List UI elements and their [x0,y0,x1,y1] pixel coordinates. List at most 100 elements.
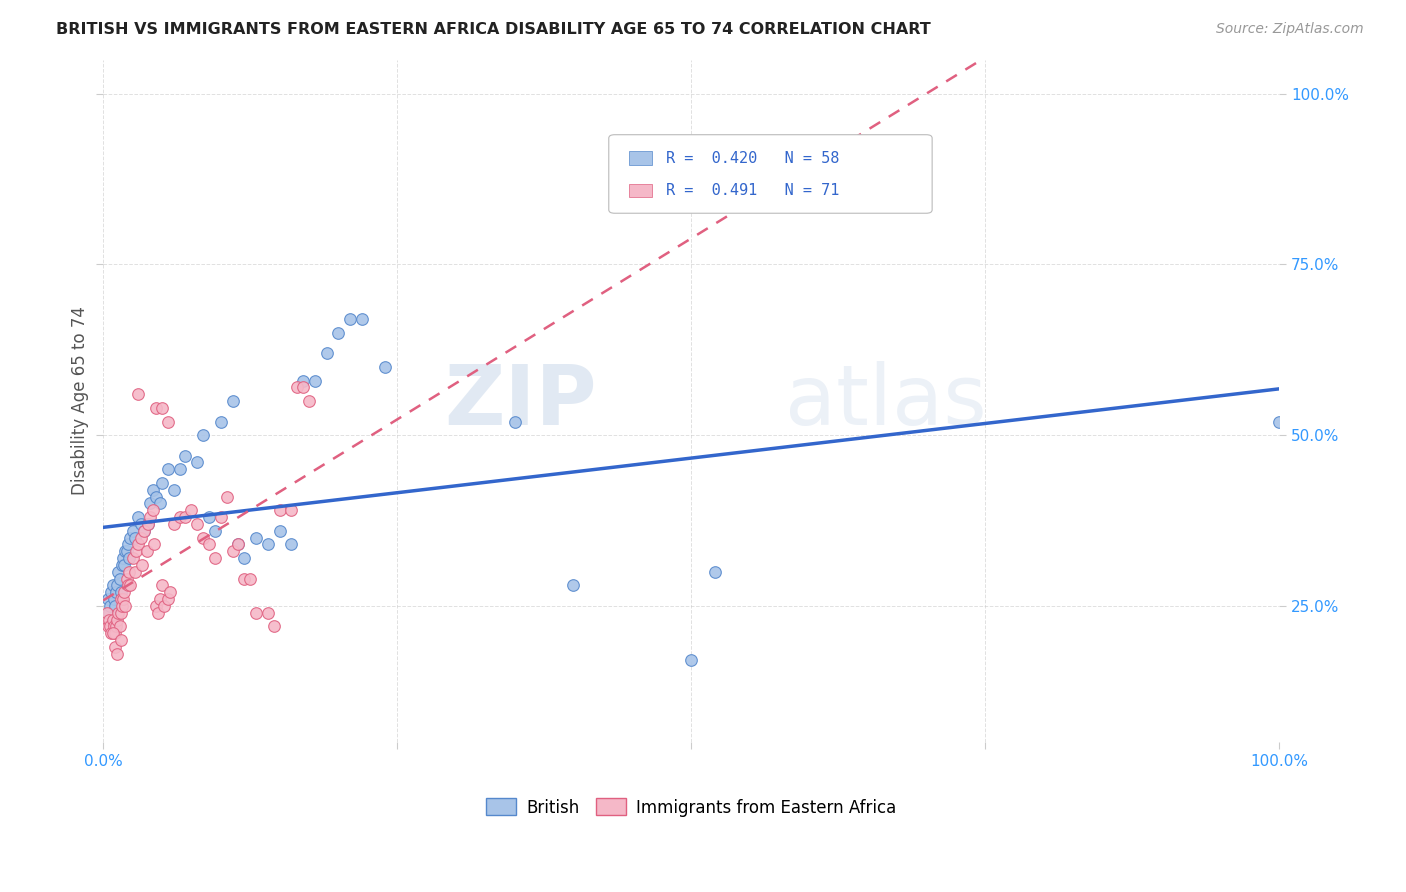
Point [110,606,132,620]
Point [120,578,142,592]
FancyBboxPatch shape [628,152,652,165]
Point [150,401,173,415]
Point [156,462,179,476]
Point [156,592,179,607]
Point [145,599,167,613]
Point [681,653,703,667]
Point [134,524,156,538]
Point [112,592,135,607]
Point [136,516,159,531]
Point [174,510,197,524]
Point [221,544,243,558]
Point [292,380,315,394]
Point [209,415,232,429]
Point [149,496,172,510]
Point [186,516,208,531]
Point [153,599,176,613]
Point [104,599,127,613]
Point [191,428,214,442]
Point [156,415,179,429]
Point [105,647,128,661]
Text: Source: ZipAtlas.com: Source: ZipAtlas.com [1216,22,1364,37]
Point [280,537,302,551]
Point [228,537,250,551]
Point [139,496,162,510]
Point [269,503,291,517]
Point [125,544,148,558]
Text: atlas: atlas [785,360,987,442]
Point [328,326,350,340]
Point [139,510,162,524]
Point [280,503,302,517]
Text: BRITISH VS IMMIGRANTS FROM EASTERN AFRICA DISABILITY AGE 65 TO 74 CORRELATION CH: BRITISH VS IMMIGRANTS FROM EASTERN AFRIC… [56,22,931,37]
Point [114,544,136,558]
Point [98,613,121,627]
Point [150,578,173,592]
Point [110,633,132,648]
Point [124,531,146,545]
Point [115,572,138,586]
Point [127,387,149,401]
Point [150,475,173,490]
Point [121,551,143,566]
FancyBboxPatch shape [609,135,932,213]
Point [129,516,152,531]
Point [141,503,163,517]
Point [263,619,285,633]
Point [112,558,135,572]
Point [298,394,321,409]
Point [136,516,159,531]
Point [108,572,131,586]
Point [98,599,121,613]
Point [98,619,121,633]
Y-axis label: Disability Age 65 to 74: Disability Age 65 to 74 [72,307,89,495]
Point [191,531,214,545]
Point [111,558,134,572]
Point [118,551,141,566]
Point [104,626,127,640]
Point [108,619,131,633]
Point [101,578,124,592]
Text: R =  0.420   N = 58: R = 0.420 N = 58 [666,151,839,166]
Point [105,585,128,599]
Point [198,510,221,524]
Text: R =  0.491   N = 71: R = 0.491 N = 71 [666,183,839,198]
Point [169,462,191,476]
Point [221,394,243,409]
Point [256,537,278,551]
Point [127,537,149,551]
Point [105,578,128,592]
Point [135,544,157,558]
Point [204,524,226,538]
Point [503,415,526,429]
FancyBboxPatch shape [628,184,652,197]
Point [245,606,267,620]
Point [97,619,120,633]
Point [103,592,125,607]
Point [117,537,139,551]
Point [159,585,181,599]
Point [169,510,191,524]
Point [98,606,121,620]
Point [215,490,238,504]
Point [111,599,134,613]
Point [148,606,170,620]
Point [239,572,262,586]
Point [145,490,167,504]
Text: ZIP: ZIP [444,360,598,442]
Point [124,565,146,579]
Point [256,606,278,620]
Point [562,578,585,592]
Point [141,483,163,497]
Point [186,455,208,469]
Point [204,551,226,566]
Point [112,585,135,599]
Point [121,524,143,538]
Point [115,544,138,558]
Point [100,626,122,640]
Point [163,483,186,497]
Point [233,572,256,586]
Point [120,531,142,545]
Point [101,626,124,640]
Point [129,531,152,545]
